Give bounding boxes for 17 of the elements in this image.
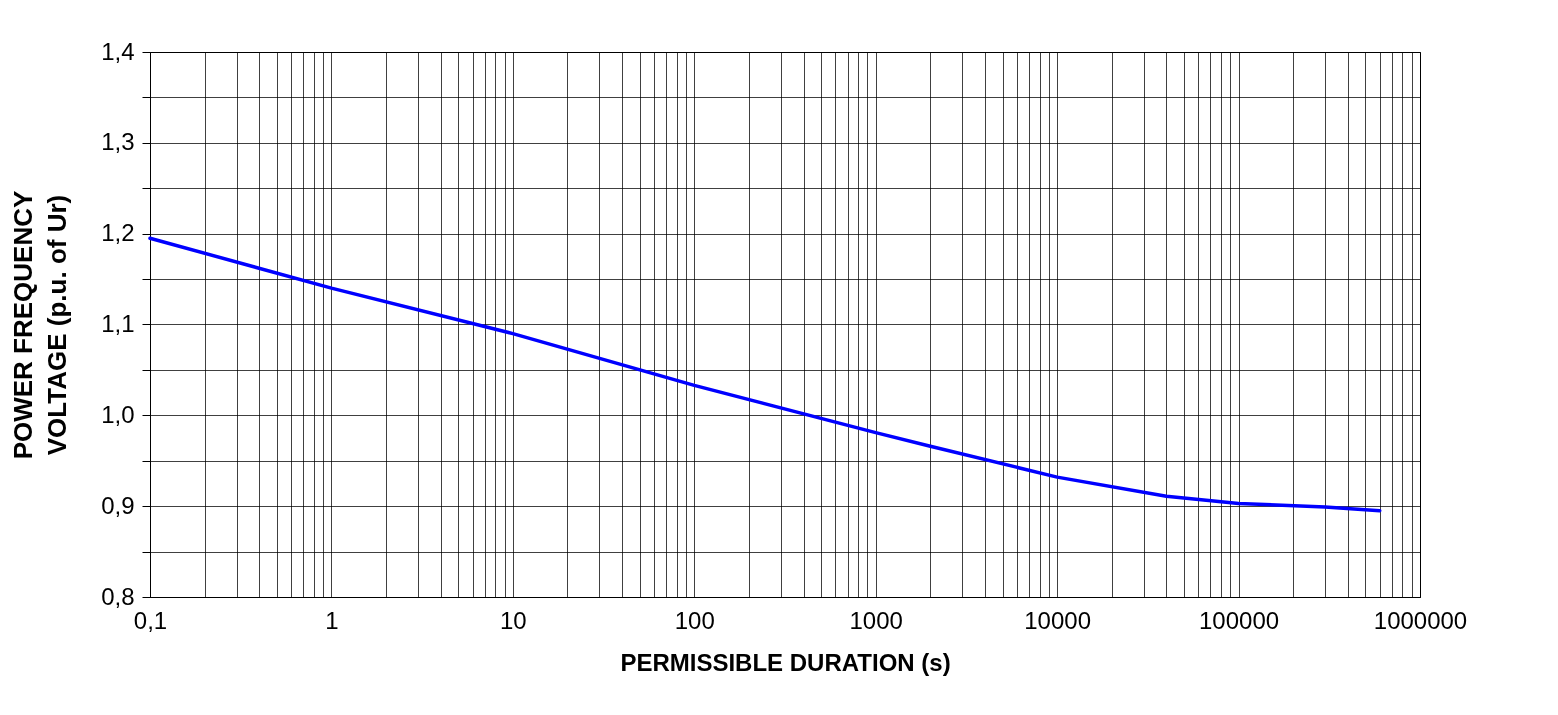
x-tick-label: 1000 [849,606,903,634]
x-tick-label: 100 [674,606,715,634]
y-tick-label: 1,3 [101,128,135,156]
y-axis-title: POWER FREQUENCY VOLTAGE (p.u. of Ur) [8,190,73,460]
x-tick-label: 0,1 [133,606,168,634]
y-tick-label: 1,0 [101,400,135,428]
y-tick-label: 1,4 [101,37,135,65]
x-tick-label: 10000 [1024,606,1092,634]
y-tick-label: 1,1 [101,310,135,337]
x-tick-label: 10 [500,606,527,634]
y-tick-label: 1,2 [101,219,135,247]
x-axis-title: PERMISSIBLE DURATION (s) [620,648,951,676]
x-tick-label: 1000000 [1373,606,1468,634]
x-tick-label: 100000 [1199,606,1280,634]
y-tick-label: 0,9 [101,491,135,519]
x-tick-label: 1 [325,606,339,634]
y-tick-label: 0,8 [101,582,135,610]
